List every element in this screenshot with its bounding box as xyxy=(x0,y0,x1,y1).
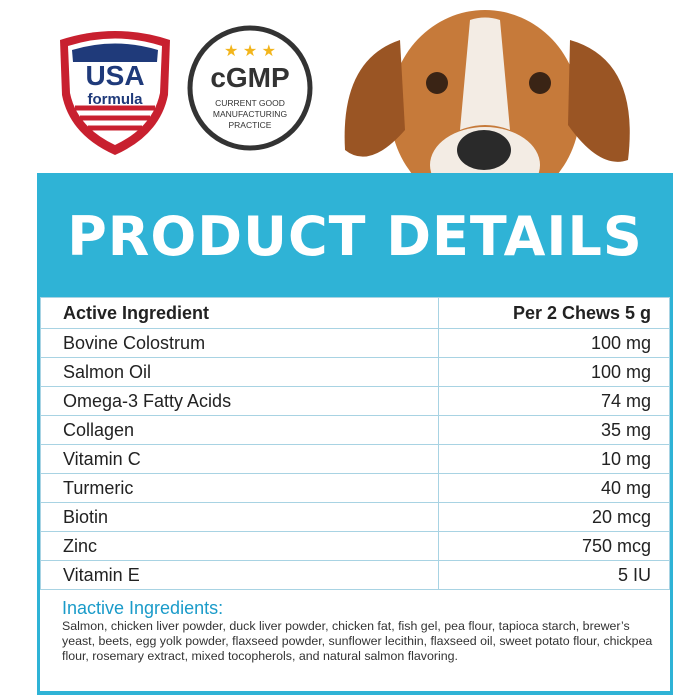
ingredient-cell: Omega-3 Fatty Acids xyxy=(40,386,439,416)
amount-cell: 20 mcg xyxy=(438,502,670,532)
panel-title: PRODUCT DETAILS xyxy=(67,205,643,268)
amount-cell: 100 mg xyxy=(438,328,670,358)
table-row: Zinc 750 mcg xyxy=(40,531,670,561)
column-header: Active Ingredient xyxy=(40,297,439,329)
table-row: Collagen 35 mg xyxy=(40,415,670,445)
table-row: Turmeric 40 mg xyxy=(40,473,670,503)
ingredient-cell: Bovine Colostrum xyxy=(40,328,439,358)
table-row: Biotin 20 mcg xyxy=(40,502,670,532)
ingredient-table: Active Ingredient Per 2 Chews 5 g Bovine C… xyxy=(40,297,670,590)
amount-cell: 40 mg xyxy=(438,473,670,503)
amount-cell: 74 mg xyxy=(438,386,670,416)
table-row: Vitamin C 10 mg xyxy=(40,444,670,474)
inactive-text: Salmon, chicken liver powder, duck liver… xyxy=(62,619,653,663)
usa-stripes xyxy=(75,105,155,131)
amount-cell: 100 mg xyxy=(438,357,670,387)
usa-line2: formula xyxy=(87,91,143,108)
cgmp-sub: PRACTICE xyxy=(229,120,272,130)
ingredient-cell: Collagen xyxy=(40,415,439,445)
badges-and-dog: USA formula ★ ★ ★ cGMP CURRENT GOOD MANU… xyxy=(60,10,630,180)
cgmp-title: cGMP xyxy=(210,62,289,93)
amount-cell: 35 mg xyxy=(438,415,670,445)
cgmp-sub: MANUFACTURING xyxy=(213,109,287,119)
ingredient-cell: Salmon Oil xyxy=(40,357,439,387)
table-row: Omega-3 Fatty Acids 74 mg xyxy=(40,386,670,416)
usa-stars-band xyxy=(72,43,158,62)
cgmp-sub: CURRENT GOOD xyxy=(215,98,285,108)
table-row: Bovine Colostrum 100 mg xyxy=(40,328,670,358)
table-row: Salmon Oil 100 mg xyxy=(40,357,670,387)
header-row: Active Ingredient Per 2 Chews 5 g xyxy=(40,297,670,329)
ingredient-cell: Vitamin E xyxy=(40,560,439,590)
dog xyxy=(344,10,630,180)
amount-cell: 10 mg xyxy=(438,444,670,474)
inactive-title: Inactive Ingredients: xyxy=(62,598,224,618)
amount-cell: 5 IU xyxy=(438,560,670,590)
column-header: Per 2 Chews 5 g xyxy=(438,297,670,329)
usa-line1: USA xyxy=(85,60,144,91)
ingredient-cell: Vitamin C xyxy=(40,444,439,474)
ingredient-cell: Zinc xyxy=(40,531,439,561)
cgmp-stars: ★ ★ ★ xyxy=(224,43,276,60)
ingredient-cell: Turmeric xyxy=(40,473,439,503)
ingredient-cell: Biotin xyxy=(40,502,439,532)
cgmp-badge xyxy=(187,25,313,151)
amount-cell: 750 mcg xyxy=(438,531,670,561)
